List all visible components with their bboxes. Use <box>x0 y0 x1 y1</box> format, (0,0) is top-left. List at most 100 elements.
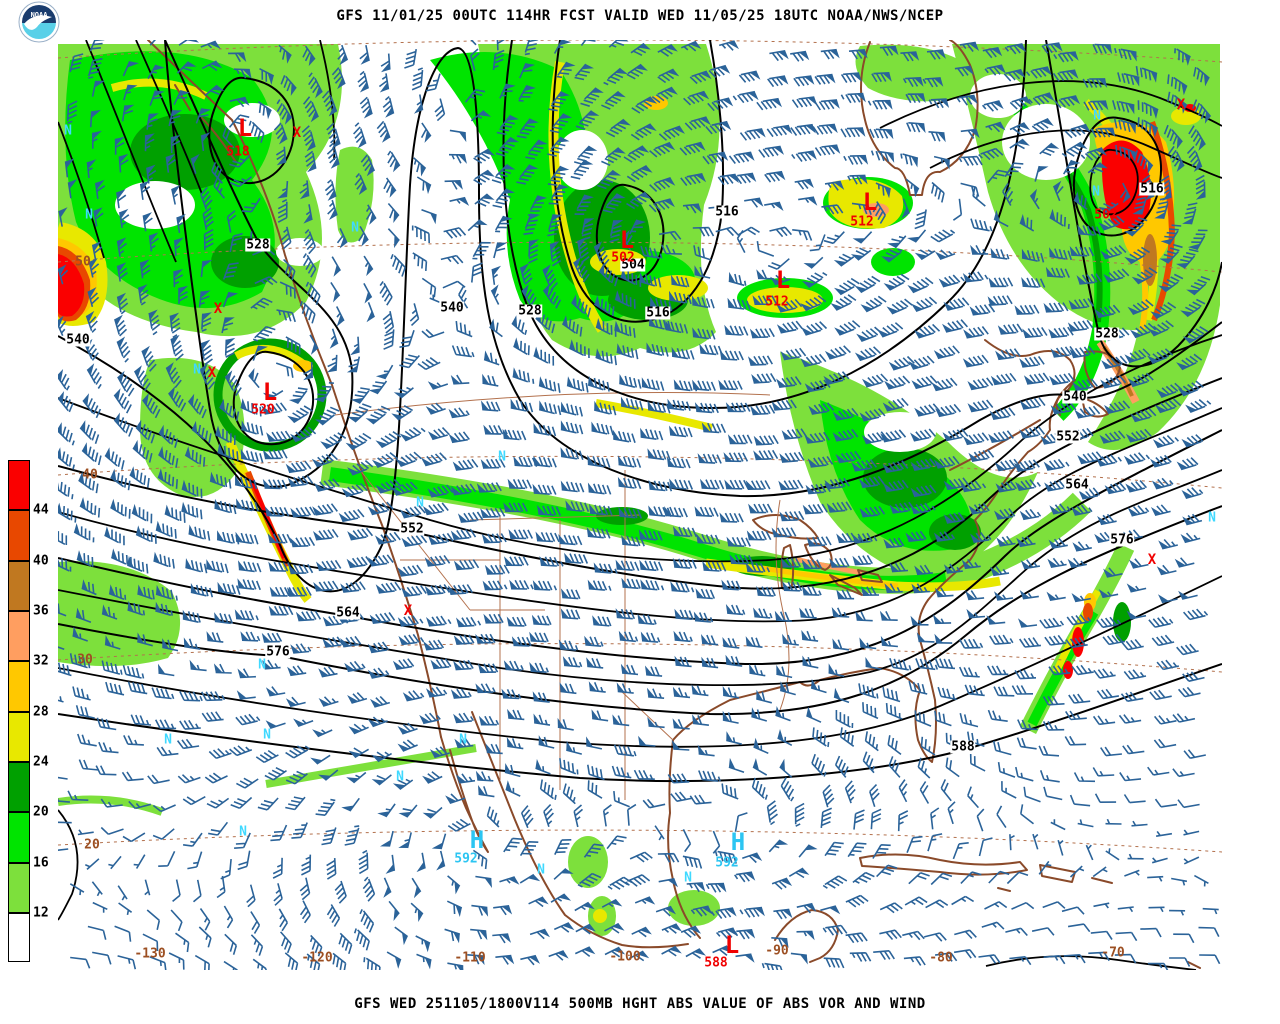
wind-pennant-icon <box>994 591 1005 600</box>
wind-pennant-icon <box>1021 248 1029 260</box>
wind-pennant-icon <box>284 112 292 125</box>
wind-barb-icon <box>994 372 1017 386</box>
wind-barb-icon <box>776 666 793 679</box>
wind-pennant-icon <box>1017 139 1030 146</box>
wind-pennant-icon <box>879 610 889 620</box>
wind-pennant-icon <box>560 447 568 458</box>
wind-barb-icon <box>85 315 98 333</box>
wind-barb-icon <box>930 181 945 203</box>
wind-barb-icon <box>1052 372 1075 386</box>
wind-pennant-icon <box>455 905 462 917</box>
wind-barb-icon <box>827 371 850 385</box>
wind-pennant-icon <box>242 69 252 79</box>
wind-barb-icon <box>201 60 218 72</box>
wind-pennant-icon <box>1151 480 1163 489</box>
wind-pennant-icon <box>395 458 408 467</box>
wind-barb-icon <box>86 368 102 389</box>
wind-pennant-icon <box>502 188 515 194</box>
wind-barb-icon <box>453 483 477 496</box>
wind-pennant-icon <box>177 213 186 225</box>
wind-barb-icon <box>721 350 744 361</box>
wind-barb-icon <box>1157 435 1179 449</box>
wind-pennant-icon <box>800 327 813 335</box>
wind-barb-icon <box>925 899 949 909</box>
wind-pennant-icon <box>851 462 862 471</box>
wind-pennant-icon <box>718 379 727 389</box>
wind-pennant-icon <box>802 504 813 514</box>
wind-pennant-icon <box>1130 413 1142 422</box>
wind-barb-icon <box>703 422 727 434</box>
wind-barb-icon <box>570 159 590 180</box>
wind-barb-icon <box>1023 786 1041 803</box>
wind-pennant-icon <box>155 601 163 613</box>
wind-pennant-icon <box>269 586 279 596</box>
wind-barb-icon <box>499 876 515 884</box>
wind-barb-icon <box>902 77 922 88</box>
wind-pennant-icon <box>722 710 730 722</box>
wind-pennant-icon <box>580 160 594 166</box>
wind-barb-icon <box>349 556 373 569</box>
wind-pennant-icon <box>858 155 869 165</box>
wind-pennant-icon <box>92 241 102 252</box>
wind-barb-icon <box>290 665 307 677</box>
wind-pennant-icon <box>618 119 631 126</box>
wind-pennant-icon <box>996 537 1007 546</box>
wind-barb-icon <box>1118 714 1142 724</box>
wind-barb-icon <box>927 833 943 852</box>
wind-barb-icon <box>315 528 339 541</box>
wind-barb-icon <box>665 506 688 518</box>
wind-barb-icon <box>493 905 510 916</box>
wind-pennant-icon <box>877 329 889 337</box>
wind-barb-icon <box>779 376 802 388</box>
wind-pennant-icon <box>1018 618 1028 627</box>
wind-barb-icon <box>934 710 952 727</box>
wind-pennant-icon <box>647 716 656 727</box>
wind-barb-icon <box>556 61 572 79</box>
wind-barb-icon <box>292 506 316 518</box>
wind-barb-icon <box>78 759 100 771</box>
wind-barb-icon <box>630 123 652 141</box>
wind-barb-icon <box>1103 430 1126 444</box>
wind-barb-icon <box>383 877 392 893</box>
wind-pennant-icon <box>914 407 925 416</box>
wind-pennant-icon <box>595 348 603 360</box>
wind-barb-icon <box>937 455 960 469</box>
wind-pennant-icon <box>509 579 519 589</box>
wind-barb-icon <box>693 245 712 261</box>
wind-pennant-icon <box>248 368 255 381</box>
wind-pennant-icon <box>693 948 706 956</box>
wind-barb-icon <box>305 281 321 305</box>
wind-barb-icon <box>304 150 317 169</box>
wind-barb-icon <box>639 274 662 288</box>
wind-pennant-icon <box>749 328 760 338</box>
wind-pennant-icon <box>136 525 143 538</box>
wind-barb-icon <box>510 400 534 413</box>
wind-pennant-icon <box>287 415 300 423</box>
wind-barb-icon <box>383 329 395 350</box>
wind-barb-icon <box>692 296 715 309</box>
wind-barb-icon <box>519 841 539 857</box>
wind-barb-icon <box>982 47 999 59</box>
wind-barb-icon <box>986 665 1009 676</box>
wind-barb-icon <box>486 806 500 828</box>
wind-barb-icon <box>746 637 763 648</box>
wind-barb-icon <box>1113 118 1137 132</box>
wind-pennant-icon <box>671 274 679 286</box>
wind-barb-icon <box>101 660 123 675</box>
wind-pennant-icon <box>699 117 711 126</box>
wind-pennant-icon <box>802 655 810 667</box>
wind-pennant-icon <box>860 586 870 596</box>
wind-barb-icon <box>273 122 288 140</box>
wind-barb-icon <box>726 479 749 490</box>
wind-barb-icon <box>780 320 803 334</box>
wind-barb-icon <box>484 533 507 544</box>
wind-barb-icon <box>289 586 312 597</box>
wind-pennant-icon <box>426 688 437 697</box>
wind-pennant-icon <box>988 277 998 287</box>
wind-pennant-icon <box>398 635 409 645</box>
wind-pennant-icon <box>1043 302 1053 312</box>
wind-barb-icon <box>734 871 753 883</box>
wind-barb-icon <box>316 452 338 468</box>
wind-barb-icon <box>427 806 443 819</box>
wind-pennant-icon <box>336 314 344 327</box>
